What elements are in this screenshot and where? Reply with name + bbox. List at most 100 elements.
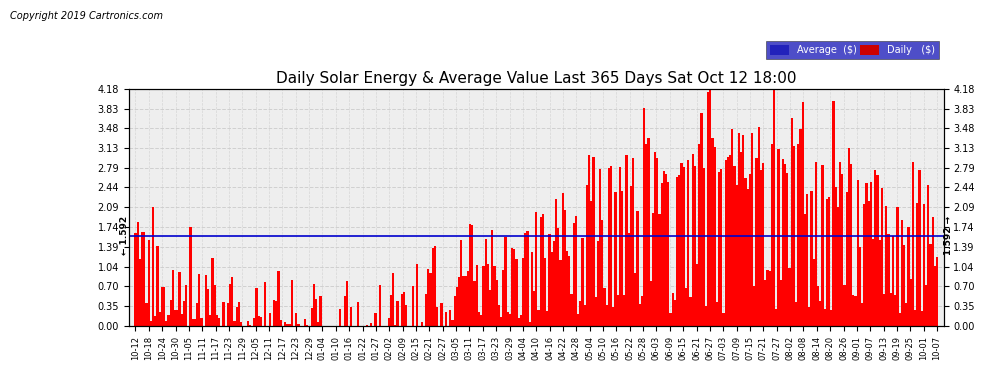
Bar bbox=[340, 309, 342, 326]
Bar bbox=[183, 301, 185, 326]
Bar bbox=[311, 308, 313, 326]
Bar bbox=[421, 322, 423, 326]
Bar bbox=[227, 303, 229, 326]
Bar bbox=[700, 114, 703, 326]
Bar bbox=[628, 232, 630, 326]
Bar bbox=[716, 302, 718, 326]
Bar bbox=[903, 245, 905, 326]
Bar bbox=[156, 246, 158, 326]
Bar bbox=[919, 171, 921, 326]
Bar bbox=[209, 315, 212, 326]
Text: Copyright 2019 Cartronics.com: Copyright 2019 Cartronics.com bbox=[10, 11, 163, 21]
Bar bbox=[462, 276, 464, 326]
Bar bbox=[773, 89, 775, 326]
Bar bbox=[859, 247, 861, 326]
Bar bbox=[552, 240, 555, 326]
Bar bbox=[689, 297, 691, 326]
Bar bbox=[791, 118, 793, 326]
Bar bbox=[531, 252, 533, 326]
Bar bbox=[734, 166, 736, 326]
Bar bbox=[899, 313, 901, 326]
Bar bbox=[548, 234, 550, 326]
Bar bbox=[212, 258, 214, 326]
Bar bbox=[842, 174, 843, 326]
Bar bbox=[793, 146, 795, 326]
Bar bbox=[390, 295, 392, 326]
Bar bbox=[872, 239, 874, 326]
Bar bbox=[449, 310, 451, 326]
Bar bbox=[586, 185, 588, 326]
Bar bbox=[768, 271, 771, 326]
Bar bbox=[430, 273, 432, 326]
Bar bbox=[218, 318, 220, 326]
Bar bbox=[649, 281, 651, 326]
Bar bbox=[797, 144, 799, 326]
Bar bbox=[520, 315, 522, 326]
Bar bbox=[484, 239, 487, 326]
Bar bbox=[516, 259, 518, 326]
Bar bbox=[464, 276, 467, 326]
Bar bbox=[656, 159, 658, 326]
Bar bbox=[835, 187, 837, 326]
Bar bbox=[255, 288, 257, 326]
Bar bbox=[273, 300, 275, 326]
Bar bbox=[843, 285, 845, 326]
Bar bbox=[687, 160, 689, 326]
Text: 1.592 →: 1.592 → bbox=[943, 216, 952, 255]
Bar bbox=[674, 300, 676, 326]
Bar bbox=[795, 302, 797, 326]
Bar bbox=[566, 251, 568, 326]
Bar bbox=[667, 182, 669, 326]
Bar bbox=[639, 304, 641, 326]
Bar bbox=[268, 313, 271, 326]
Bar bbox=[641, 296, 644, 326]
Bar bbox=[480, 315, 482, 326]
Bar bbox=[561, 194, 563, 326]
Bar bbox=[621, 192, 624, 326]
Bar bbox=[663, 171, 665, 326]
Bar bbox=[698, 144, 700, 326]
Bar bbox=[509, 314, 511, 326]
Bar bbox=[870, 182, 872, 326]
Bar bbox=[916, 203, 919, 326]
Bar bbox=[536, 212, 538, 326]
Bar bbox=[896, 207, 899, 326]
Bar bbox=[775, 309, 777, 326]
Bar bbox=[892, 236, 894, 326]
Bar bbox=[178, 273, 180, 326]
Bar bbox=[837, 207, 840, 326]
Bar bbox=[453, 296, 455, 326]
Bar bbox=[647, 138, 649, 326]
Bar bbox=[930, 244, 932, 326]
Bar bbox=[216, 315, 218, 326]
Bar bbox=[762, 163, 764, 326]
Bar bbox=[445, 312, 447, 326]
Bar bbox=[401, 294, 403, 326]
Bar bbox=[253, 318, 255, 326]
Bar bbox=[425, 294, 428, 326]
Bar bbox=[158, 312, 160, 326]
Bar bbox=[152, 207, 154, 326]
Bar bbox=[727, 157, 729, 326]
Bar bbox=[563, 210, 566, 326]
Bar bbox=[146, 303, 148, 326]
Bar bbox=[491, 230, 493, 326]
Bar bbox=[608, 168, 610, 326]
Bar bbox=[234, 321, 236, 326]
Bar bbox=[901, 220, 903, 326]
Bar bbox=[709, 88, 712, 326]
Bar bbox=[744, 178, 746, 326]
Bar bbox=[604, 288, 606, 326]
Bar bbox=[921, 311, 923, 326]
Bar bbox=[936, 257, 939, 326]
Bar bbox=[826, 199, 828, 326]
Bar bbox=[291, 280, 293, 326]
Bar bbox=[498, 305, 500, 326]
Bar bbox=[248, 325, 251, 326]
Bar bbox=[852, 295, 854, 326]
Bar bbox=[286, 324, 288, 326]
Bar bbox=[630, 186, 632, 326]
Bar bbox=[865, 183, 867, 326]
Bar bbox=[277, 272, 280, 326]
Bar bbox=[746, 189, 748, 326]
